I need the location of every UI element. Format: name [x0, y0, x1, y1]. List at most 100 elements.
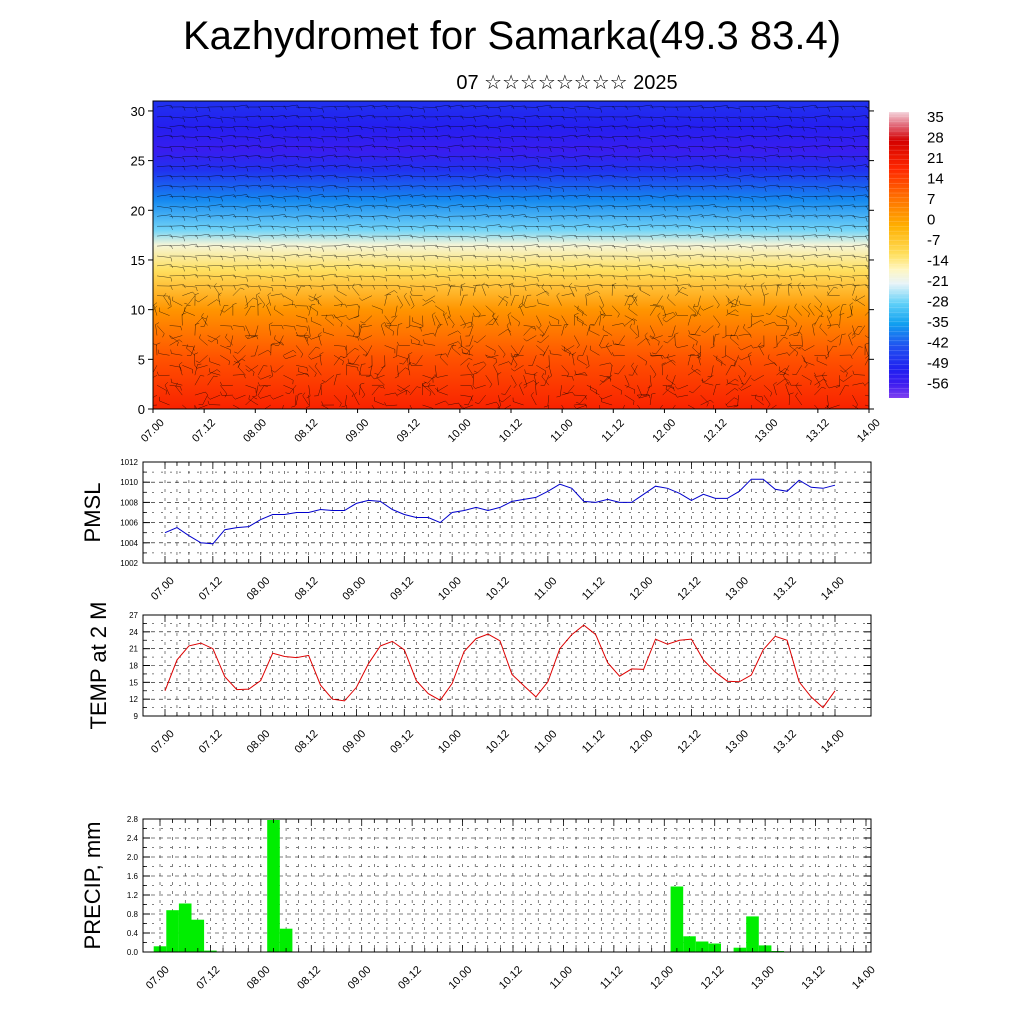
wind-barb-icon — [716, 359, 727, 366]
wind-barb-icon — [548, 245, 563, 248]
wind-barb-feather — [575, 108, 577, 113]
wind-barb-icon — [384, 216, 399, 219]
wind-barb-icon — [163, 296, 170, 306]
wind-barb-icon — [435, 275, 450, 278]
wind-barb-feather — [625, 116, 628, 121]
wind-barb-icon — [245, 325, 251, 336]
wind-barb-icon — [575, 373, 587, 376]
wind-barb-icon — [677, 384, 689, 390]
wind-barb-feather — [284, 138, 286, 143]
wind-barb-icon — [435, 216, 450, 218]
wind-barb-icon — [561, 285, 576, 288]
wind-barb-icon — [359, 225, 374, 228]
wind-barb-icon — [738, 375, 744, 386]
wind-barb-icon — [361, 295, 373, 301]
wind-barb-icon — [220, 116, 235, 119]
wind-barb-feather — [853, 187, 856, 192]
wind-barb-icon — [498, 235, 513, 237]
wind-barb-icon — [637, 325, 640, 337]
wind-barb-feather — [486, 105, 490, 110]
wind-barb-icon — [694, 325, 701, 335]
x-tick-label: 09.12 — [388, 575, 416, 603]
wind-barb-icon — [650, 275, 665, 277]
wind-barb-icon — [232, 275, 247, 279]
wind-barb-feather — [259, 115, 262, 120]
wind-barb-icon — [864, 394, 869, 397]
x-tick-label: 13.12 — [799, 964, 827, 992]
wind-barb-icon — [460, 285, 475, 288]
wind-barb-feather — [749, 416, 753, 418]
wind-barb-feather — [562, 267, 565, 272]
wind-barb-icon — [321, 206, 336, 208]
wind-barb-feather — [398, 137, 400, 142]
wind-barb-feather — [321, 401, 324, 406]
wind-barb-icon — [662, 176, 677, 178]
wind-barb-feather — [155, 322, 160, 325]
wind-barb-icon — [283, 234, 298, 237]
wind-barb-icon — [700, 106, 715, 109]
wind-barb-feather — [569, 282, 573, 287]
wind-barb-feather — [815, 284, 818, 289]
wind-barb-feather — [233, 144, 237, 149]
wind-barb-feather — [208, 214, 211, 219]
wind-barb-icon — [725, 196, 740, 198]
x-tick-label: 09.00 — [346, 964, 374, 992]
wind-barb-icon — [376, 377, 385, 386]
wind-barb-icon — [839, 304, 843, 316]
wind-barb-feather — [631, 292, 635, 297]
wind-barb-feather — [625, 284, 629, 289]
wind-barb-icon — [156, 104, 171, 108]
wind-barb-feather — [777, 236, 780, 241]
wind-barb-icon — [169, 365, 181, 368]
wind-barb-feather — [319, 352, 324, 355]
wind-barb-feather — [537, 158, 539, 163]
wind-barb-icon — [612, 176, 627, 178]
wind-barb-icon — [440, 357, 448, 366]
wind-barb-icon — [864, 195, 869, 197]
wind-barb-feather — [385, 116, 388, 121]
wind-barb-icon — [650, 166, 665, 169]
wind-barb-icon — [704, 375, 714, 383]
wind-barb-feather — [443, 312, 448, 316]
wind-barb-icon — [735, 295, 739, 307]
wind-barb-feather — [418, 340, 420, 345]
x-tick-label: 07.00 — [149, 575, 177, 603]
wind-barb-icon — [536, 176, 551, 179]
wind-barb-feather — [752, 257, 754, 262]
wind-barb-feather — [720, 361, 723, 366]
wind-barb-icon — [283, 285, 298, 288]
wind-barb-feather — [322, 234, 325, 239]
wind-barb-feather — [556, 292, 560, 296]
wind-barb-feather — [221, 276, 224, 281]
wind-barb-feather — [270, 396, 274, 400]
wind-barb-icon — [574, 224, 589, 227]
wind-barb-icon — [754, 374, 765, 381]
wind-barb-feather — [802, 188, 805, 193]
wind-barb-feather — [347, 137, 350, 142]
wind-barb-feather — [613, 125, 616, 130]
wind-barb-feather — [828, 144, 831, 149]
wind-barb-feather — [752, 234, 755, 239]
wind-barb-icon — [582, 345, 588, 356]
wind-barb-feather — [436, 236, 439, 241]
wind-barb-icon — [574, 134, 589, 138]
wind-barb-feather — [629, 323, 632, 328]
wind-barb-feather — [653, 374, 657, 378]
wind-barb-feather — [652, 303, 657, 306]
wind-barb-icon — [473, 274, 488, 277]
wind-barb-feather — [335, 164, 338, 169]
wind-barb-icon — [852, 235, 867, 238]
wind-barb-icon — [852, 255, 867, 258]
wind-barb-icon — [637, 104, 652, 108]
wind-barb-icon — [728, 301, 739, 306]
wind-barb-feather — [247, 335, 251, 339]
wind-barb-feather — [347, 285, 350, 290]
wind-barb-feather — [472, 312, 475, 317]
wind-barb-icon — [864, 225, 869, 227]
wind-barb-feather — [218, 292, 222, 296]
wind-barb-icon — [308, 234, 323, 237]
wind-barb-icon — [197, 404, 208, 409]
wind-barb-feather — [271, 125, 275, 130]
wind-barb-feather — [752, 247, 754, 252]
wind-barb-icon — [700, 155, 715, 157]
